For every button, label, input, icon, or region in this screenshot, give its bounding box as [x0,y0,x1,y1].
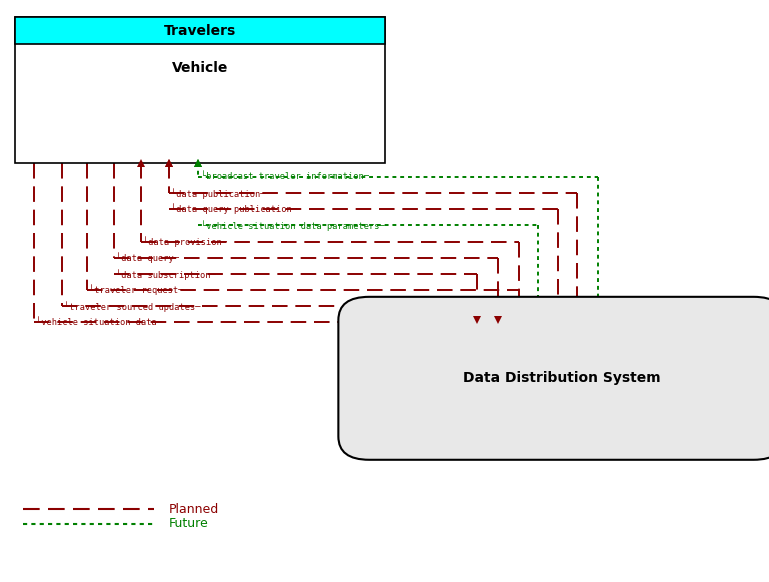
FancyBboxPatch shape [15,17,384,44]
FancyBboxPatch shape [15,17,384,163]
Text: Data Distribution System: Data Distribution System [463,371,660,385]
Text: └vehicle situation data parameters─: └vehicle situation data parameters─ [201,220,384,230]
Text: └data publication─: └data publication─ [171,188,266,198]
Text: Travelers: Travelers [164,23,236,38]
Text: └data subscription─: └data subscription─ [116,269,216,279]
Text: └vehicle situation data─: └vehicle situation data─ [36,318,162,327]
Text: └data query publication─: └data query publication─ [171,204,298,214]
Text: └traveler sourced updates─: └traveler sourced updates─ [64,301,201,311]
Text: Planned: Planned [169,503,219,516]
Text: └data provision─: └data provision─ [143,236,227,247]
Text: Vehicle: Vehicle [171,61,228,75]
Text: Future: Future [169,517,209,530]
Text: └broadcast traveler information─: └broadcast traveler information─ [201,172,368,182]
FancyBboxPatch shape [338,297,769,460]
Text: └data query─: └data query─ [116,253,179,263]
Text: └traveler request─: └traveler request─ [89,285,184,295]
